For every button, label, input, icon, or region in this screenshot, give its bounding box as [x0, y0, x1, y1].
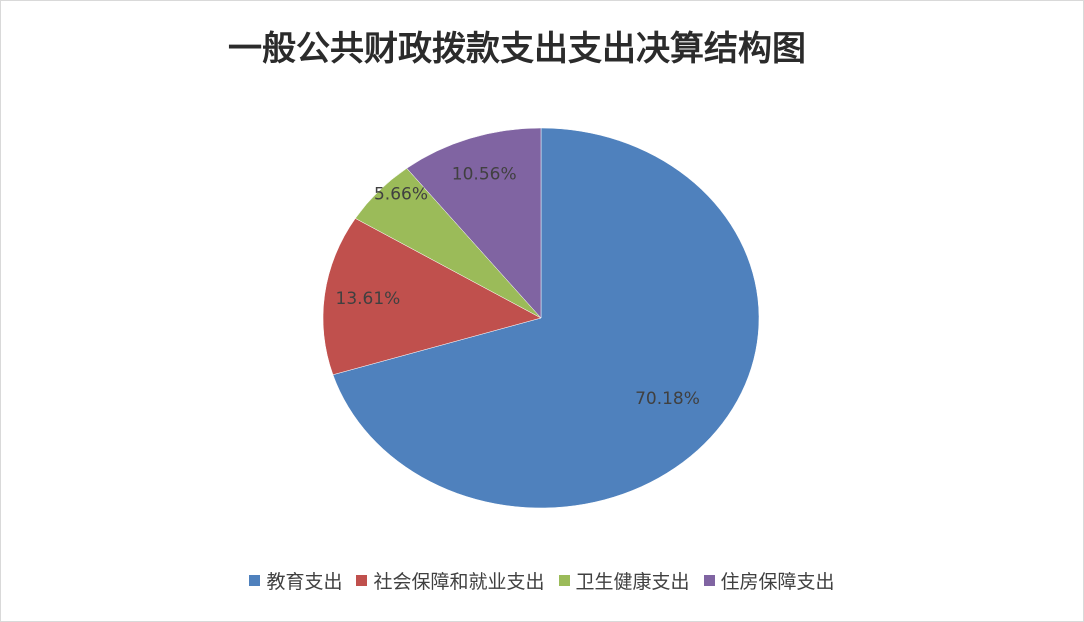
legend-item: 教育支出: [249, 567, 342, 594]
legend-item: 社会保障和就业支出: [356, 567, 545, 594]
data-label: 10.56%: [452, 164, 517, 184]
legend-label: 卫生健康支出: [575, 571, 690, 593]
pie-slice: [406, 127, 542, 319]
data-label: 70.18%: [635, 389, 700, 409]
legend-swatch: [249, 575, 261, 586]
pie-slice: [322, 218, 542, 376]
pie-area: 一般公共财政拨款支出支出决算结构图 70.18% 13.61% 5.66% 10.56…: [228, 29, 806, 509]
pie-slice: [332, 127, 760, 509]
legend-label: 社会保障和就业支出: [373, 571, 545, 593]
legend: 教育支出 社会保障和就业支出 卫生健康支出 住房保障支出: [1, 567, 1083, 594]
data-label: 13.61%: [336, 289, 401, 309]
legend-swatch: [703, 575, 715, 586]
data-label: 5.66%: [374, 185, 428, 205]
legend-swatch: [558, 575, 570, 586]
legend-label: 教育支出: [266, 571, 343, 593]
legend-label: 住房保障支出: [720, 571, 835, 593]
legend-item: 卫生健康支出: [558, 567, 690, 594]
legend-item: 住房保障支出: [703, 567, 835, 594]
legend-swatch: [356, 575, 368, 586]
chart-title: 一般公共财政拨款支出支出决算结构图: [228, 29, 806, 69]
